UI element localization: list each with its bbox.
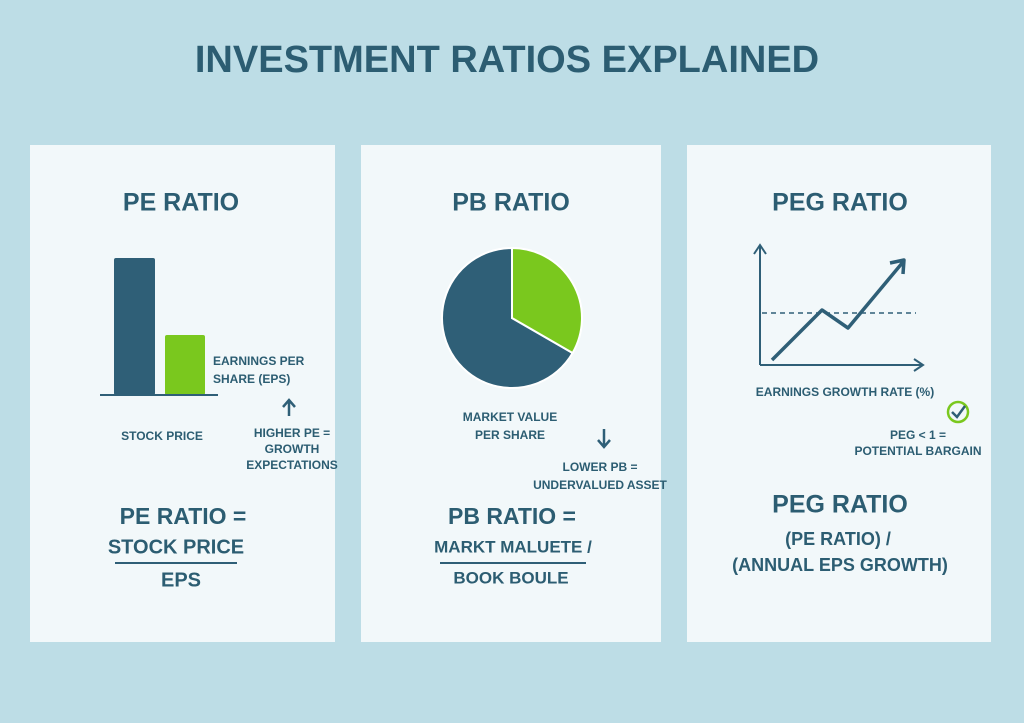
card-title: PE RATIO (123, 189, 239, 217)
formula-head: PB RATIO = (448, 503, 576, 529)
label: PER SHARE (475, 428, 545, 442)
card (687, 145, 991, 642)
note: EXPECTATIONS (246, 458, 338, 472)
trend-illustration (770, 258, 906, 362)
card-title: PEG RATIO (772, 189, 908, 217)
label: SHARE (EPS) (213, 372, 290, 386)
pie-illustration (511, 246, 583, 355)
axes-illustration (753, 243, 925, 372)
check-icon (951, 405, 967, 419)
label: EARNINGS GROWTH RATE (%) (756, 385, 934, 399)
formula-numerator: (PE RATIO) / (785, 529, 891, 549)
page-title: INVESTMENT RATIOS EXPLAINED (195, 39, 819, 81)
bar-illustration (114, 258, 155, 395)
note: POTENTIAL BARGAIN (854, 444, 981, 458)
note: HIGHER PE = (254, 426, 330, 440)
formula-denominator: BOOK BOULE (453, 568, 568, 587)
note: UNDERVALUED ASSET (533, 478, 667, 492)
formula-numerator: STOCK PRICE (108, 536, 244, 558)
formula-head: PEG RATIO (772, 491, 908, 519)
pie-illustration (440, 246, 574, 389)
formula-head: PE RATIO = (120, 503, 247, 529)
card-title: PB RATIO (452, 189, 570, 217)
note: GROWTH (265, 442, 320, 456)
arrow-icon (282, 398, 296, 416)
note: LOWER PB = (562, 460, 637, 474)
formula-denominator: (ANNUAL EPS GROWTH) (732, 555, 948, 575)
card (361, 145, 661, 642)
check-icon (946, 400, 970, 424)
label: STOCK PRICE (121, 429, 203, 443)
note: PEG < 1 = (890, 428, 946, 442)
label: MARKET VALUE (463, 410, 557, 424)
bar-illustration (165, 335, 205, 395)
formula-denominator: EPS (161, 569, 201, 591)
label: EARNINGS PER (213, 354, 305, 368)
arrow-icon (597, 429, 611, 449)
formula-numerator: MARKT MALUETE / (434, 537, 592, 556)
